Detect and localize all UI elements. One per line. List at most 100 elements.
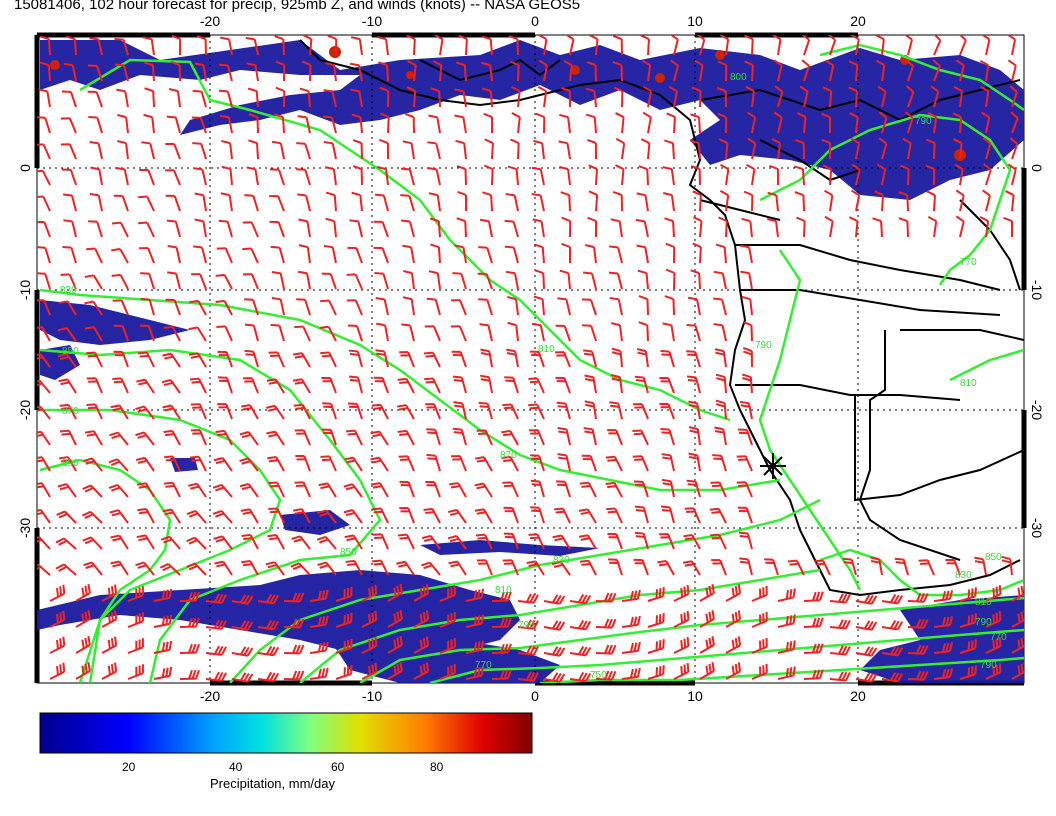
wind-barb-feather: [741, 295, 751, 301]
wind-barb: [432, 325, 441, 342]
wind-barb-feather: [422, 586, 426, 596]
wind-barb-feather: [372, 459, 382, 464]
wind-barb-feather: [874, 190, 884, 196]
wind-barb-feather: [188, 670, 193, 680]
wind-barb-feather: [450, 563, 460, 568]
wind-barb-feather: [848, 86, 858, 92]
bottom-lon-label: 20: [850, 688, 866, 704]
wind-barb: [541, 298, 545, 316]
wind-barb: [593, 246, 597, 264]
wind-barb-feather: [785, 589, 789, 600]
wind-barb-feather: [161, 642, 166, 652]
wind-barb: [671, 142, 675, 160]
wind-barb-feather: [111, 273, 121, 277]
wind-barb-feather: [165, 641, 169, 651]
wind-barb-feather: [86, 403, 96, 406]
wind-barb-feather: [221, 646, 227, 656]
wind-barb-feather: [480, 374, 490, 379]
wind-barb-feather: [294, 381, 304, 385]
wind-barb-feather: [272, 620, 280, 630]
wind-barb-feather: [370, 456, 380, 461]
wind-barb-feather: [555, 594, 562, 604]
wind-barb-feather: [558, 647, 566, 657]
wind-barb-feather: [346, 429, 356, 433]
wind-barb-feather: [347, 432, 357, 436]
wind-barb: [673, 116, 676, 134]
wind-barb-feather: [217, 432, 227, 437]
wind-barb-feather: [774, 85, 783, 93]
wind-barb-feather: [789, 641, 793, 651]
wind-barb: [332, 169, 337, 186]
wind-barb-feather: [191, 591, 197, 602]
wind-barb-feather: [453, 379, 463, 382]
wind-barb-feather: [745, 86, 755, 93]
wind-barb: [933, 39, 942, 56]
wind-barb: [751, 169, 756, 186]
wind-barb-feather: [686, 610, 690, 621]
wind-barb: [202, 221, 207, 238]
wind-barb-feather: [56, 639, 59, 650]
wind-barb-feather: [919, 644, 925, 654]
wind-barb: [47, 38, 51, 56]
wind-barb-feather: [324, 667, 329, 677]
wind-barb-feather: [456, 217, 466, 222]
wind-barb: [123, 169, 129, 186]
wind-barb-feather: [63, 219, 73, 223]
wind-barb-feather: [294, 325, 304, 329]
wind-barb-feather: [374, 193, 385, 197]
wind-barb: [959, 142, 963, 160]
wind-barb-feather: [110, 404, 120, 409]
wind-barb-feather: [84, 326, 95, 330]
wind-barb-feather: [90, 166, 100, 171]
contour-label: 750: [590, 670, 607, 681]
wind-barb-feather: [159, 563, 169, 569]
wind-barb-feather: [635, 509, 645, 512]
wind-barb-feather: [404, 113, 415, 118]
wind-barb: [646, 324, 649, 342]
wind-barb: [304, 143, 311, 160]
wind-barb: [1011, 117, 1019, 134]
wind-barb: [803, 599, 821, 602]
wind-barb-feather: [867, 594, 874, 604]
wind-barb-feather: [217, 593, 224, 603]
wind-barb: [306, 221, 311, 238]
wind-barb-feather: [325, 217, 335, 223]
wind-barb: [512, 221, 519, 238]
wind-barb-feather: [657, 560, 667, 564]
wind-barb: [959, 195, 965, 212]
contour-label: 870: [62, 406, 79, 417]
wind-barb: [569, 39, 575, 56]
wind-barb-feather: [916, 592, 922, 602]
wind-barb-feather: [165, 458, 175, 462]
wind-barb-feather: [112, 407, 122, 412]
wind-barb: [491, 142, 494, 160]
wind-barb-feather: [560, 191, 570, 196]
wind-barb-feather: [533, 243, 543, 249]
wind-barb-feather: [503, 458, 513, 463]
wind-barb-feather: [1023, 610, 1024, 614]
wind-barb-feather: [111, 248, 121, 252]
wind-barb-feather: [57, 483, 67, 488]
wind-barb: [382, 195, 389, 212]
wind-barb: [226, 65, 233, 82]
wind-barb-feather: [447, 535, 457, 540]
wind-barb: [458, 325, 467, 342]
wind-barb-feather: [581, 646, 588, 656]
wind-barb-feather: [1009, 85, 1018, 93]
wind-barb: [69, 91, 77, 108]
wind-barb-feather: [610, 404, 620, 408]
wind-barb-feather: [327, 35, 337, 40]
wind-barb-feather: [558, 140, 568, 145]
wind-barb-feather: [690, 269, 700, 274]
wind-barb: [408, 169, 415, 186]
wind-barb-feather: [863, 594, 871, 604]
wind-barb-feather: [246, 166, 256, 171]
wind-barb-feather: [533, 295, 543, 301]
wind-barb: [359, 194, 363, 212]
wind-barb: [590, 325, 597, 342]
wind-barb: [413, 38, 416, 56]
wind-barb-feather: [640, 35, 650, 40]
wind-barb-feather: [893, 594, 900, 604]
wind-barb-feather: [347, 562, 357, 567]
wind-barb-feather: [970, 614, 974, 624]
